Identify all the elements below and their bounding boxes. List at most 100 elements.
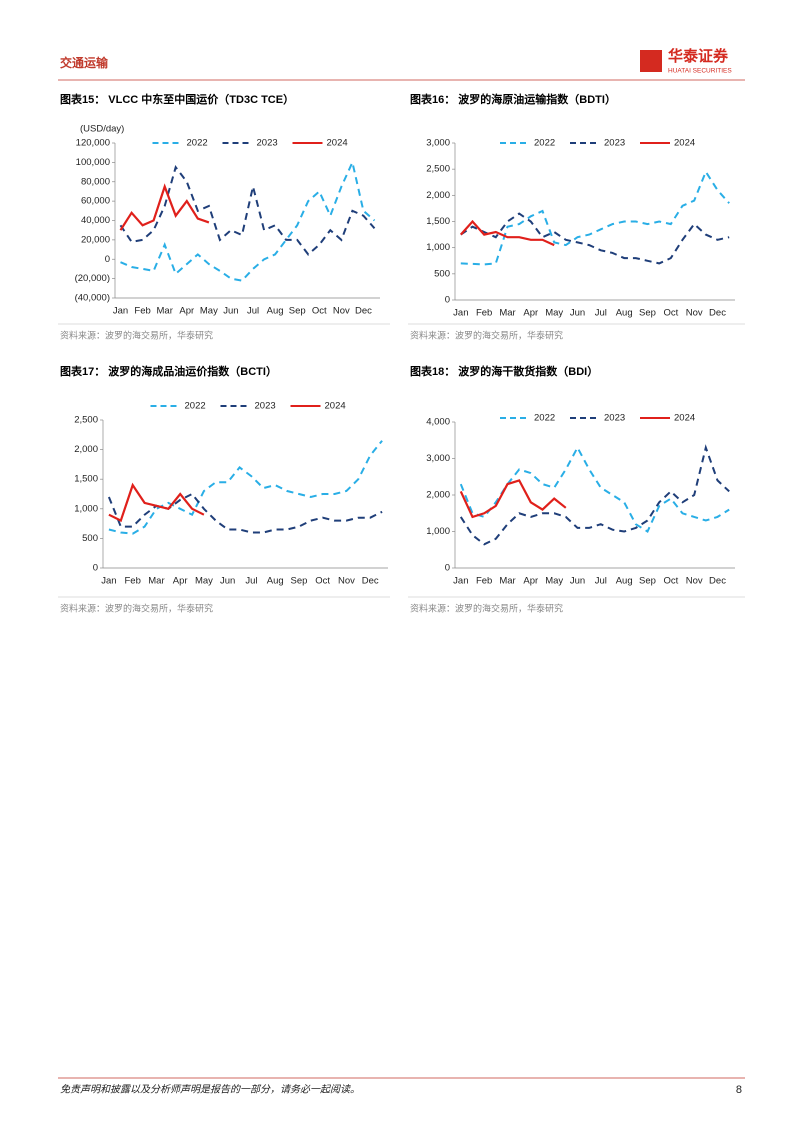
y-tick-label: 500 [434,268,450,279]
legend-label: 2024 [325,401,346,412]
chart-title: 图表16： 波罗的海原油运输指数（BDTI） [410,92,616,106]
y-tick-label: 1,000 [74,503,98,514]
series-line [460,212,730,265]
series-line [108,440,383,535]
x-tick-label: Oct [663,576,678,587]
y-tick-label: 1,500 [426,216,450,227]
x-tick-label: May [545,576,563,587]
y-tick-label: 2,500 [74,415,98,426]
y-tick-label: 2,500 [426,164,450,175]
x-tick-label: May [545,308,563,319]
y-tick-label: 2,000 [426,190,450,201]
x-tick-label: Nov [333,306,350,317]
y-tick-label: (40,000) [75,293,110,304]
y-tick-label: 0 [445,295,450,306]
legend-label: 2022 [534,413,555,424]
x-tick-label: May [195,576,213,587]
disclaimer: 免责声明和披露以及分析师声明是报告的一部分，请务必一起阅读。 [60,1084,360,1096]
x-tick-label: Sep [639,576,656,587]
legend-label: 2023 [604,138,625,149]
x-tick-label: Feb [125,576,141,587]
chart-title: 图表18： 波罗的海干散货指数（BDI） [410,364,598,378]
logo-icon [640,50,662,72]
legend-label: 2024 [674,413,695,424]
y-tick-label: 3,000 [426,453,450,464]
series-line [107,492,383,534]
x-tick-label: Apr [523,308,538,319]
x-tick-label: Jun [570,308,585,319]
x-tick-label: Jul [245,576,257,587]
legend-label: 2023 [255,401,276,412]
logo: 华泰证券 [668,47,729,65]
x-tick-label: Oct [312,306,327,317]
x-tick-label: Jan [453,308,468,319]
x-tick-label: Jan [453,576,468,587]
y-tick-label: (20,000) [75,273,110,284]
x-tick-label: Oct [663,308,678,319]
x-tick-label: Nov [338,576,355,587]
x-tick-label: Oct [315,576,330,587]
page-number: 8 [736,1084,742,1096]
x-tick-label: Sep [289,306,306,317]
x-tick-label: Jul [595,308,607,319]
y-unit: (USD/day) [80,124,124,135]
y-tick-label: 2,000 [426,490,450,501]
y-tick-label: 0 [445,563,450,574]
chart-title: 图表17： 波罗的海成品油运价指数（BCTI） [60,364,277,378]
x-tick-label: Jun [570,576,585,587]
y-tick-label: 40,000 [81,215,110,226]
legend-label: 2024 [674,138,695,149]
y-tick-label: 1,500 [74,474,98,485]
series-line [460,169,730,266]
x-tick-label: Sep [290,576,307,587]
legend-label: 2023 [604,413,625,424]
x-tick-label: Jul [247,306,259,317]
x-tick-label: Jan [113,306,128,317]
source: 资料来源：波罗的海交易所，华泰研究 [410,329,563,340]
series-line [459,444,730,546]
chart-title: 图表15： VLCC 中东至中国运价（TD3C TCE） [60,92,294,106]
y-tick-label: 0 [93,563,98,574]
series-line [108,482,205,523]
x-tick-label: Dec [355,306,372,317]
x-tick-label: Feb [476,308,492,319]
x-tick-label: Feb [134,306,150,317]
logo-en: HUATAI SECURITIES [668,68,732,75]
y-tick-label: 100,000 [76,157,110,168]
series-line [120,159,376,282]
source: 资料来源：波罗的海交易所，华泰研究 [60,329,213,340]
source: 资料来源：波罗的海交易所，华泰研究 [410,602,563,613]
x-tick-label: Dec [362,576,379,587]
x-tick-label: Mar [499,308,515,319]
x-tick-label: Jun [223,306,238,317]
y-tick-label: 3,000 [426,138,450,149]
y-tick-label: 120,000 [76,138,110,149]
y-tick-label: 500 [82,533,98,544]
legend-label: 2022 [187,138,208,149]
x-tick-label: Feb [476,576,492,587]
x-tick-label: Jan [101,576,116,587]
series-line [119,165,376,256]
x-tick-label: Mar [148,576,164,587]
x-tick-label: Apr [179,306,194,317]
series-line [459,479,567,519]
x-tick-label: Aug [267,306,284,317]
x-tick-label: Jun [220,576,235,587]
series-line [119,183,210,231]
x-tick-label: Nov [686,308,703,319]
legend-label: 2022 [534,138,555,149]
x-tick-label: Mar [157,306,173,317]
y-tick-label: 4,000 [426,417,450,428]
legend-label: 2024 [327,138,348,149]
y-tick-label: 60,000 [81,196,110,207]
section: 交通运输 [60,55,109,70]
x-tick-label: Mar [499,576,515,587]
y-tick-label: 20,000 [81,234,110,245]
legend-label: 2022 [185,401,206,412]
source: 资料来源：波罗的海交易所，华泰研究 [60,602,213,613]
x-tick-label: May [200,306,218,317]
legend-label: 2023 [257,138,278,149]
y-tick-label: 1,000 [426,242,450,253]
